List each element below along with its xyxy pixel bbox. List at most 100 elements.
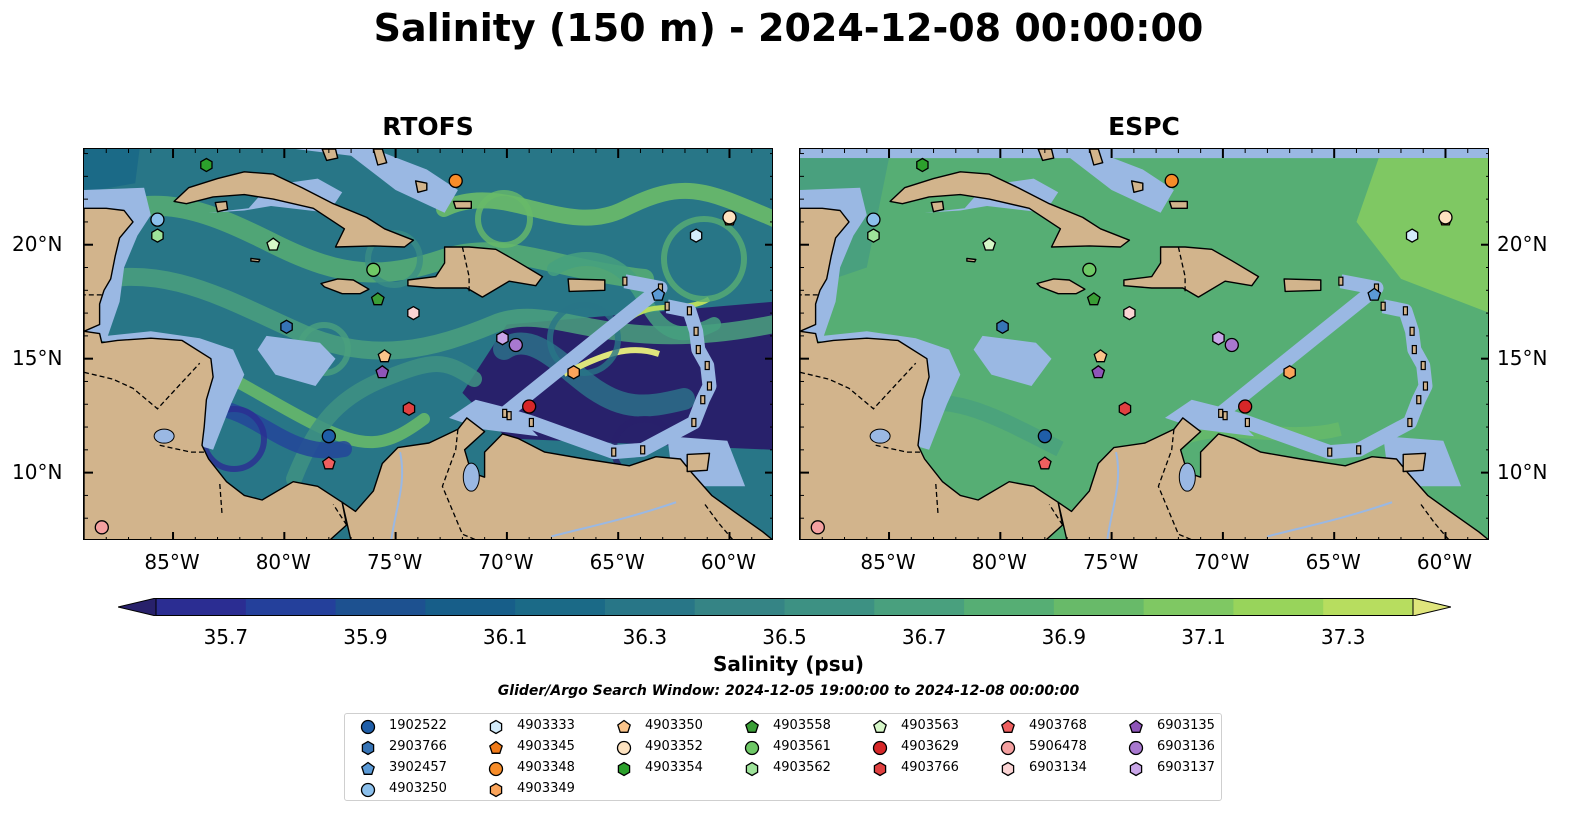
island (691, 417, 697, 428)
colorbar-tick-label: 35.9 (343, 625, 388, 649)
figure-title: Salinity (150 m) - 2024-12-08 00:00:00 (373, 6, 1204, 50)
land-hispaniola (407, 246, 544, 298)
land-yucatan (84, 207, 134, 333)
legend-marker-icon (873, 761, 887, 777)
eddy (661, 216, 747, 302)
float-marker-4903349 (567, 365, 580, 380)
float-marker-2903766 (280, 319, 293, 335)
colorbar-bin (156, 598, 247, 616)
island (1416, 395, 1422, 405)
float-marker-4903333 (1405, 228, 1419, 243)
legend-marker-icon (1000, 740, 1016, 756)
land-isleYouth (930, 200, 945, 213)
float-marker-4903558 (1086, 292, 1101, 306)
island (502, 408, 508, 418)
island (1409, 326, 1415, 336)
country-border (84, 362, 201, 410)
float-marker-4903352 (1438, 210, 1453, 225)
float-marker-4903354 (916, 157, 929, 173)
country-border (1177, 246, 1186, 293)
legend-marker-icon (616, 740, 632, 756)
colorbar-bin (694, 598, 785, 616)
land-turks (1168, 200, 1188, 209)
country-border (935, 483, 939, 514)
eddy (547, 302, 621, 376)
x-tick-label: 60°W (700, 550, 757, 574)
x-tick-label: 65°W (1305, 550, 1361, 574)
legend-label: 3902457 (389, 760, 447, 775)
legend-label: 4903250 (389, 781, 447, 796)
land-cuba (889, 171, 1131, 248)
lake-nicaragua (869, 428, 891, 444)
island (695, 344, 701, 355)
float-marker-4903561 (1082, 262, 1097, 277)
island (1327, 447, 1333, 457)
float-marker-4903558 (370, 292, 385, 306)
salinity-filament (436, 182, 772, 227)
legend-marker-icon (488, 761, 504, 777)
float-marker-5906478 (94, 520, 109, 535)
land-bahamas1 (1037, 149, 1055, 162)
island (1407, 417, 1413, 428)
float-marker-1902522 (1037, 429, 1052, 444)
float-marker-4903766 (402, 401, 416, 417)
country-border (441, 429, 476, 539)
legend-label: 4903333 (517, 718, 575, 733)
shallow-shelf (1165, 399, 1255, 437)
float-marker-6903136 (508, 337, 523, 353)
float-marker-4903350 (1093, 349, 1108, 363)
island (528, 417, 534, 428)
lake-maracaibo (462, 462, 480, 492)
island (664, 301, 670, 311)
colorbar-bin (964, 598, 1055, 616)
land-puertoRico (1283, 278, 1322, 293)
legend-marker-icon (1001, 719, 1015, 733)
float-marker-2903766 (996, 319, 1009, 335)
river-magdalena (1106, 451, 1120, 539)
land-hispaniola (1123, 246, 1260, 298)
land-bahamas3 (1130, 180, 1144, 193)
legend-marker-icon (489, 740, 503, 754)
land-southAmerica (1057, 417, 1488, 539)
island (622, 276, 628, 286)
colorbar-tick-label: 36.5 (762, 625, 807, 649)
panel-title-espc: ESPC (1108, 112, 1180, 141)
legend-label: 4903629 (901, 739, 959, 754)
legend-marker-icon (489, 782, 503, 798)
land-cuba (173, 171, 415, 248)
shallow-shelf (1011, 149, 1174, 213)
float-marker-4903768 (1037, 456, 1052, 470)
island (700, 395, 706, 405)
land-yucatan (800, 207, 850, 333)
y-tick-label-left: 15°N (12, 345, 63, 370)
legend-marker-icon (1129, 761, 1143, 777)
legend-label: 4903349 (517, 781, 575, 796)
float-marker-4903766 (1118, 401, 1132, 417)
legend-label: 4903354 (645, 760, 703, 775)
island (704, 360, 710, 371)
float-marker-6903137 (496, 330, 509, 346)
colorbar-tick-label: 35.7 (203, 625, 249, 649)
float-marker-6903134 (1123, 305, 1136, 321)
island (640, 445, 646, 455)
float-marker-4903348 (1164, 173, 1179, 189)
legend-label: 4903562 (773, 760, 831, 775)
panel-title-rtofs: RTOFS (382, 112, 474, 141)
x-tick-label: 70°W (478, 550, 534, 574)
map-panel-rtofs[interactable] (83, 148, 773, 540)
legend-marker-icon (745, 719, 759, 733)
land-cayman (250, 257, 261, 263)
map-panel-espc[interactable] (799, 148, 1489, 540)
legend-marker-icon (1129, 719, 1143, 733)
y-tick-label-right: 20°N (1497, 231, 1548, 256)
land-bahamas1 (321, 149, 339, 162)
legend-marker-icon (617, 761, 631, 777)
colorbar-extend-low (117, 597, 157, 617)
high-salinity-region (1356, 158, 1488, 313)
float-marker-4903768 (321, 456, 336, 470)
island (1222, 411, 1228, 421)
float-marker-6903135 (375, 364, 390, 379)
island (1244, 417, 1250, 428)
land-turks (452, 200, 472, 209)
x-tick-label: 70°W (1194, 550, 1250, 574)
